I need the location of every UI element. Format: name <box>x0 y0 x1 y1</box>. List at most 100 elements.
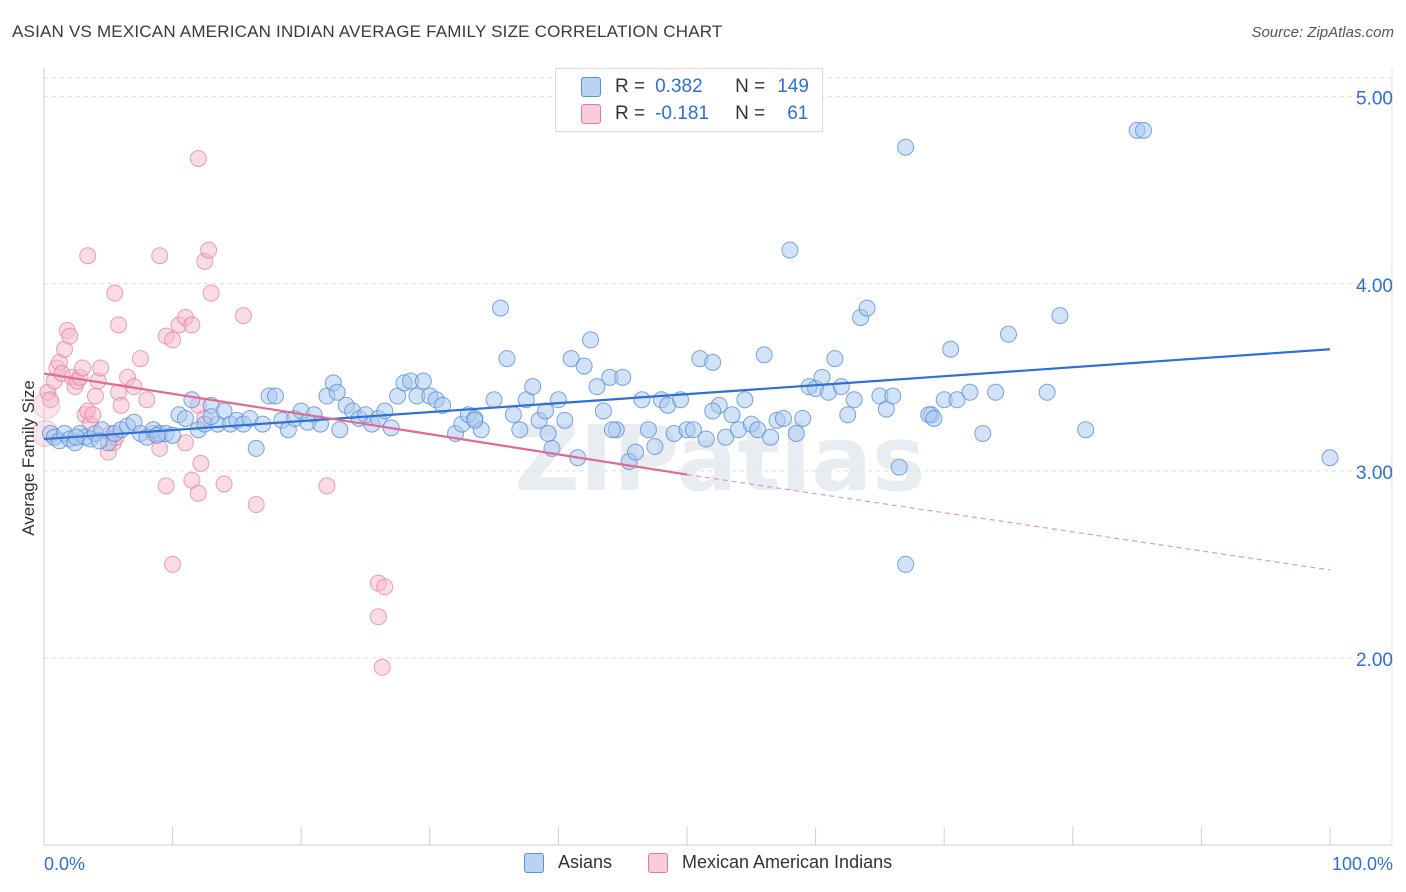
asians-point <box>762 428 780 446</box>
asians-point <box>858 299 876 317</box>
x-tick-label: 100.0% <box>1332 854 1393 874</box>
asians-point <box>987 383 1005 401</box>
mexican-american-indians-point <box>189 484 207 502</box>
asians-point <box>627 443 645 461</box>
asians-point <box>925 409 943 427</box>
asians-point <box>1038 383 1056 401</box>
axes-layer <box>43 68 1392 846</box>
asians-point <box>176 409 194 427</box>
mexican-american-indians-point <box>234 307 252 325</box>
asians-point <box>723 406 741 424</box>
grid-layer <box>44 68 1393 845</box>
asians-point <box>603 421 621 439</box>
asians-point <box>890 458 908 476</box>
asians-point <box>813 368 831 386</box>
asians-point <box>704 353 722 371</box>
asians-point <box>736 391 754 409</box>
mexican-american-indians-point <box>318 477 336 495</box>
mexican-american-indians-point <box>376 578 394 596</box>
mexican-american-indians-point <box>189 149 207 167</box>
asians-point <box>839 406 857 424</box>
x-tick-label: 0.0% <box>44 854 85 874</box>
asians-point <box>562 350 580 368</box>
mexican-american-indians-point <box>79 247 97 265</box>
mexican-american-indians-point <box>157 477 175 495</box>
y-tick-label: 4.00 <box>1356 276 1393 297</box>
mexican-american-indians-point <box>247 496 265 514</box>
mexican-american-indians-point <box>86 387 104 405</box>
asians-point <box>961 383 979 401</box>
mexican-american-indians-point <box>92 359 110 377</box>
asians-point <box>614 368 632 386</box>
mexican-american-indians-point <box>131 350 149 368</box>
asians-point <box>974 424 992 442</box>
asians-point <box>633 391 651 409</box>
source-label: Source: ZipAtlas.com <box>1251 24 1394 41</box>
mexican-american-indians-point <box>164 331 182 349</box>
mexican-american-indians-point <box>183 316 201 334</box>
mexican-american-indians-point <box>176 434 194 452</box>
legend-r-value: -0.181 <box>655 103 709 124</box>
asians-point <box>897 138 915 156</box>
asians-point <box>948 391 966 409</box>
mexican-american-indians-point <box>112 396 130 414</box>
bottom-legend-mexican-american-indians: Mexican American Indians <box>648 852 892 873</box>
mexican-american-indians-point <box>33 391 61 419</box>
asians-point <box>183 391 201 409</box>
asians-point <box>90 432 108 450</box>
legend-n-label: N = <box>735 103 766 124</box>
asians-point <box>787 424 805 442</box>
asians-point <box>684 421 702 439</box>
asians-point <box>749 421 767 439</box>
bottom-legend-asians: Asians <box>524 852 612 873</box>
correlation-legend: R = 0.382 N = 149 R = -0.181 N = 61 <box>555 68 823 132</box>
mexican-american-indians-point <box>373 658 391 676</box>
asians-point <box>466 411 484 429</box>
asians-point <box>556 411 574 429</box>
mexican-american-indians-trend-line <box>43 372 688 476</box>
asians-point <box>897 555 915 573</box>
mexican-american-indians-trend-extension <box>686 474 1331 571</box>
asians-point <box>504 406 522 424</box>
legend-r-value: 0.382 <box>655 76 703 97</box>
asians-point <box>331 421 349 439</box>
mexican-american-indians-point <box>164 555 182 573</box>
legend-r-label: R = <box>615 103 646 124</box>
bottom-legend-label: Mexican American Indians <box>682 852 893 872</box>
mexican-american-indians-point <box>192 454 210 472</box>
asians-point <box>414 372 432 390</box>
asians-point <box>781 241 799 259</box>
mexican-american-indians-point <box>200 241 218 259</box>
asians-point <box>826 350 844 368</box>
mexican-american-indians-point <box>138 391 156 409</box>
mexican-american-indians-swatch <box>648 852 668 873</box>
asians-swatch <box>581 77 601 97</box>
asians-point <box>1000 325 1017 343</box>
asians-point <box>1135 121 1153 139</box>
asians-swatch <box>524 852 544 873</box>
asians-point <box>704 402 722 420</box>
asians-point <box>594 402 612 420</box>
legend-n-value: 149 <box>777 76 809 97</box>
asians-point <box>202 408 220 426</box>
labels-layer: 2.00 3.00 4.00 5.00 0.0% 100.0% Average Family… <box>19 89 1393 874</box>
asians-trend-line <box>43 348 1331 441</box>
asians-point <box>845 391 863 409</box>
asians-point <box>485 391 503 409</box>
asians-point <box>646 438 664 456</box>
bottom-legend-label: Asians <box>558 852 613 872</box>
mexican-american-indians-point <box>106 284 124 302</box>
asians-point <box>942 340 960 358</box>
asians-point <box>697 430 715 448</box>
asians-point <box>1321 449 1339 467</box>
asians-point <box>794 409 812 427</box>
y-tick-label: 3.00 <box>1356 463 1393 484</box>
legend-r-label: R = <box>615 76 646 97</box>
mexican-american-indians-point <box>202 284 220 302</box>
mexican-american-indians-point <box>369 608 387 626</box>
mexican-american-indians-swatch <box>581 104 601 124</box>
asians-point <box>755 346 773 364</box>
mexican-american-indians-point <box>215 475 233 493</box>
asians-point <box>434 396 452 414</box>
